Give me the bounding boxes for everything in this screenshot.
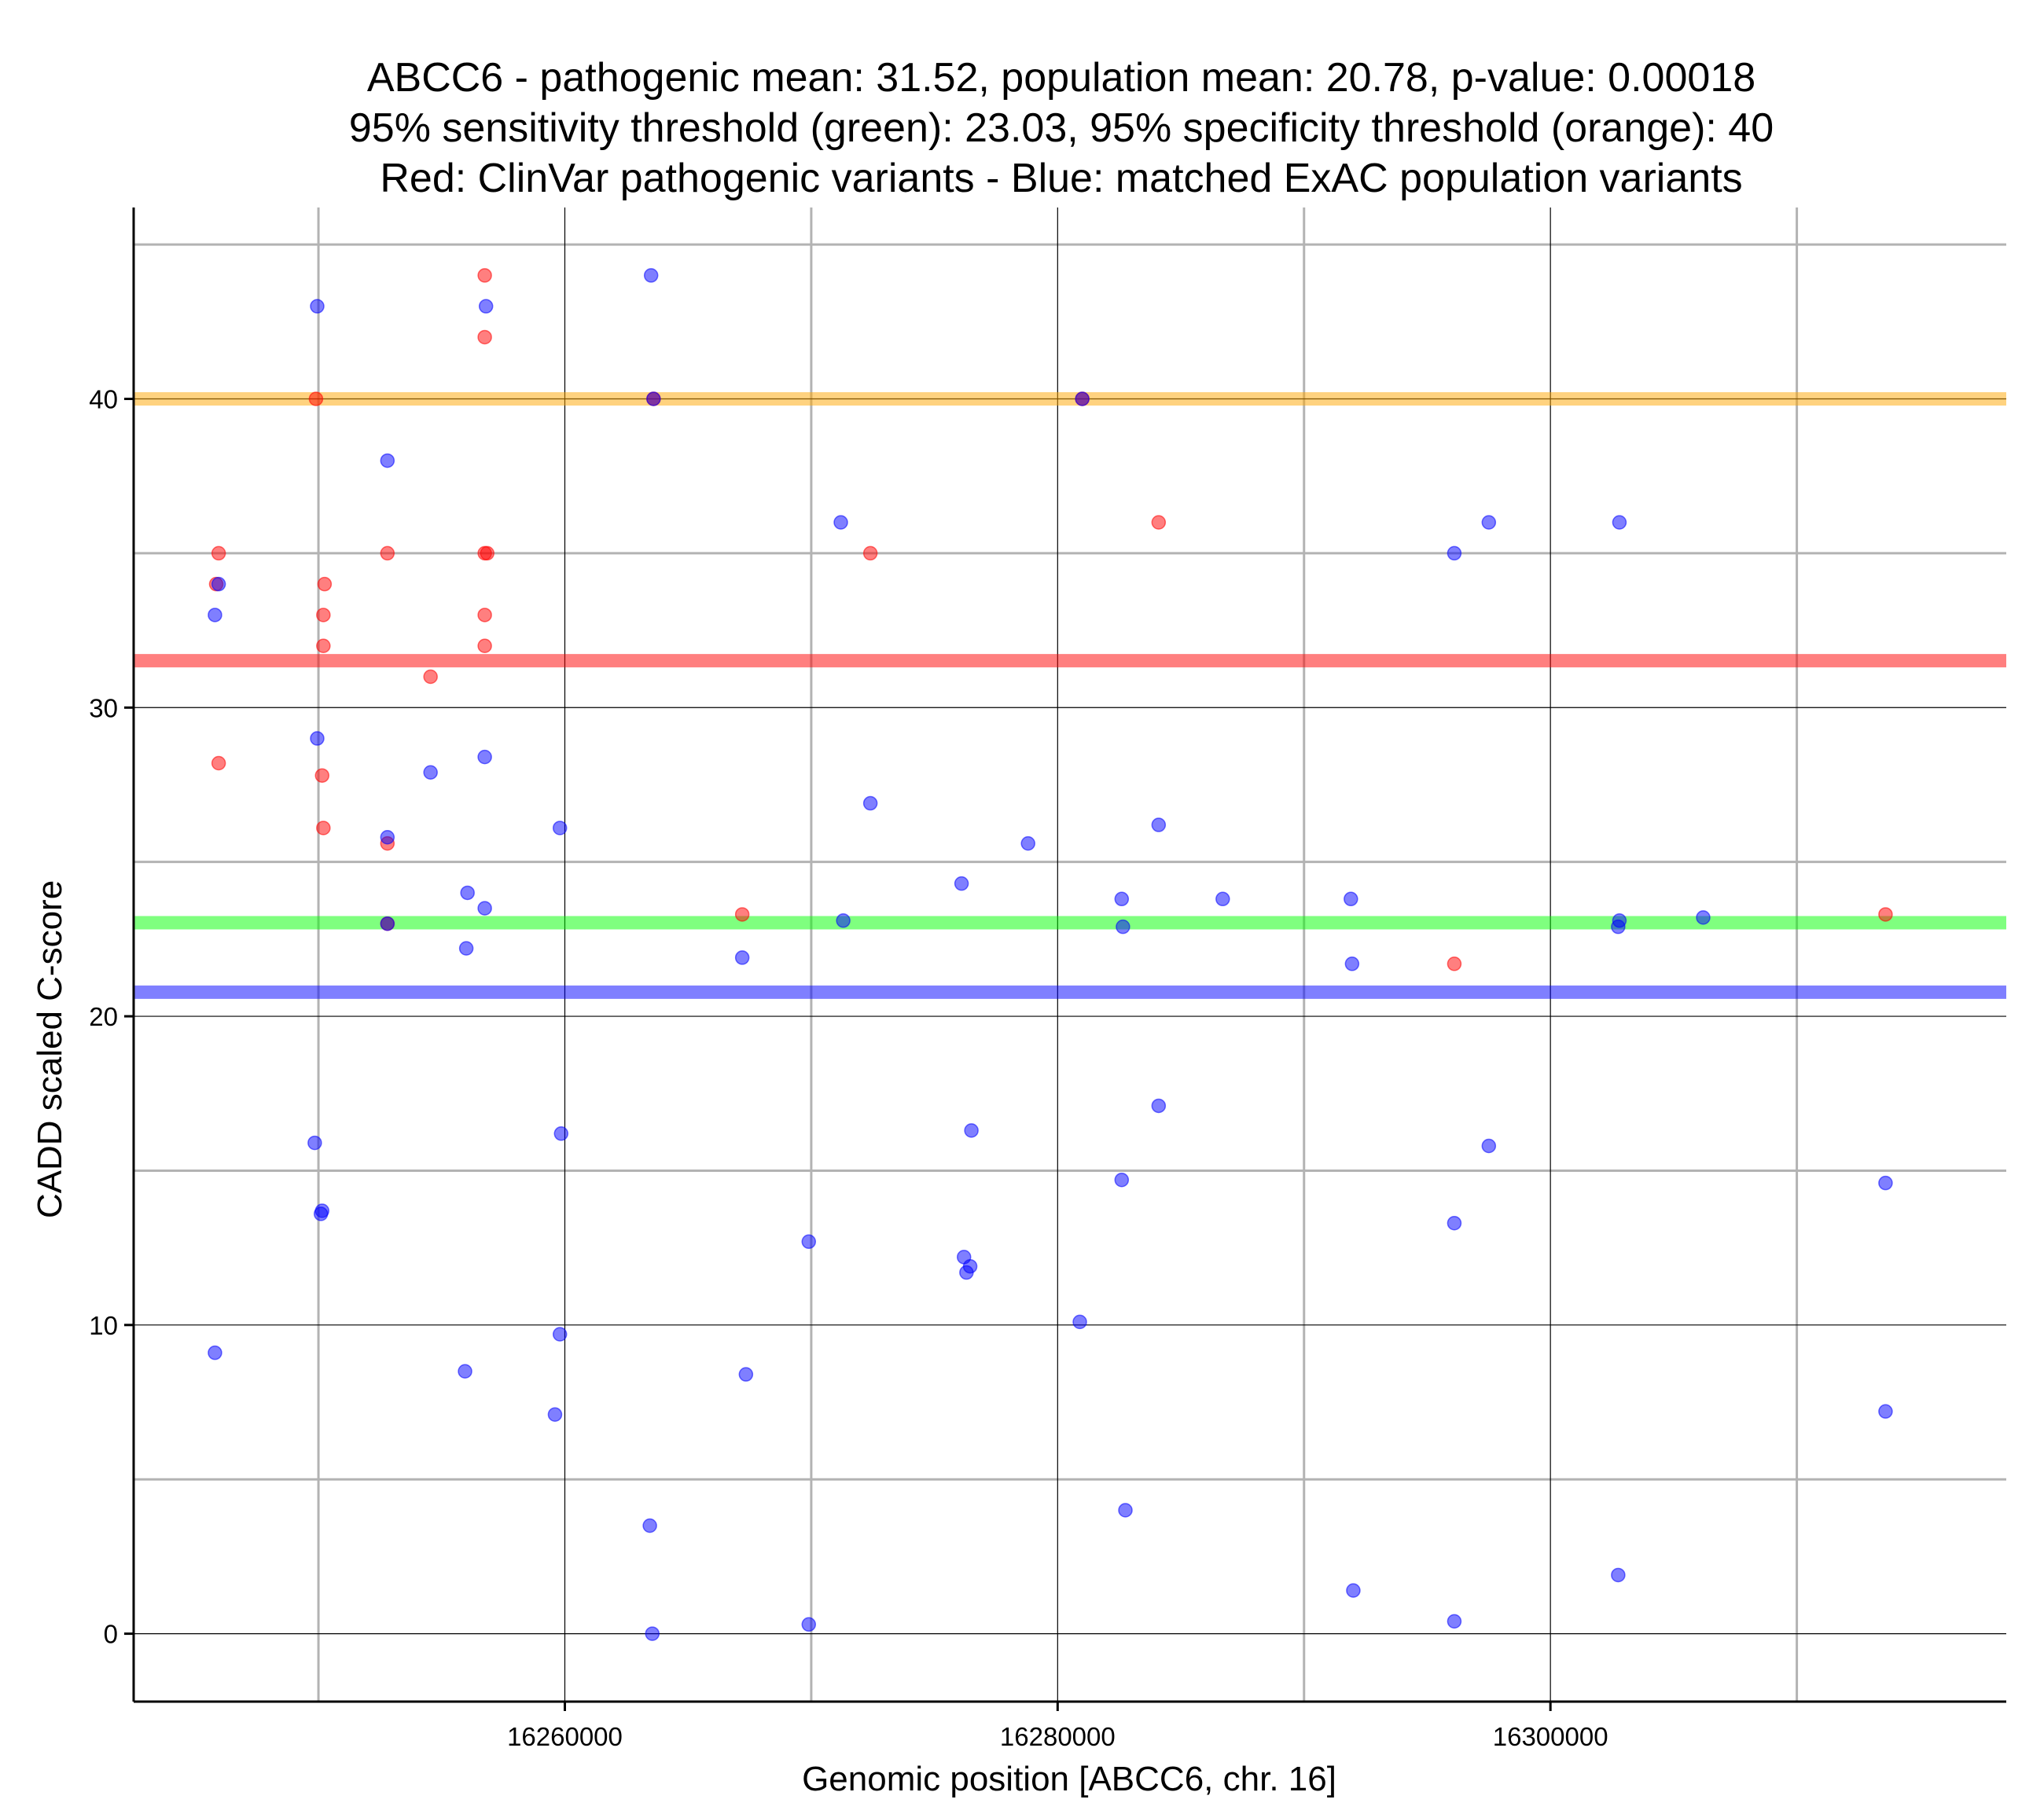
population-point: [862, 795, 878, 811]
y-tick-label: 10: [89, 1311, 118, 1340]
population-point: [380, 453, 395, 468]
population-point: [477, 749, 492, 765]
pathogenic-point: [1447, 957, 1462, 971]
population-point: [307, 1135, 322, 1151]
population-point: [211, 576, 226, 592]
population-point: [1151, 817, 1167, 832]
x-tick-label: 16280000: [1000, 1722, 1116, 1751]
pathogenic-point: [477, 268, 492, 283]
population-point: [734, 950, 750, 965]
population-point: [1878, 1175, 1893, 1191]
population-point: [478, 299, 494, 314]
population-point: [801, 1234, 817, 1250]
y-tick-label: 20: [89, 1002, 118, 1031]
grid-layer: [134, 207, 2006, 1702]
pathogenic-point: [1878, 907, 1893, 922]
x-axis-title: Genomic position [ABCC6, chr. 16]: [802, 1760, 1336, 1798]
population-point: [1072, 1314, 1087, 1330]
y-tick-label: 40: [89, 385, 118, 414]
population-point: [313, 1206, 329, 1221]
y-axis-title: CADD scaled C-score: [31, 880, 69, 1218]
population-point: [1611, 919, 1626, 935]
chart-title-line-2: 95% sensitivity threshold (green): 23.03…: [349, 105, 1774, 151]
population-point: [833, 515, 848, 530]
population-point: [1344, 957, 1360, 971]
x-tick-label: 16260000: [507, 1722, 623, 1751]
population-point: [1116, 919, 1130, 935]
pathogenic-point: [316, 608, 331, 622]
pathogenic-point: [316, 638, 331, 653]
population-point: [1612, 515, 1627, 530]
pathogenic-point: [480, 545, 495, 561]
population-point: [1118, 1503, 1133, 1518]
population-point: [1696, 910, 1711, 925]
population-point: [310, 731, 325, 746]
data-points: [208, 268, 1893, 1641]
population-point: [310, 299, 325, 314]
population-point: [643, 268, 659, 283]
pathogenic-point: [380, 545, 395, 561]
population-point: [1878, 1404, 1893, 1419]
population-point: [836, 913, 851, 928]
population-point: [1481, 1138, 1497, 1154]
y-tick-label: 30: [89, 693, 118, 722]
population-point: [547, 1407, 563, 1422]
population-point: [552, 821, 568, 835]
axes: 0 10 20 30 40 16260000 16280000 16300000: [89, 207, 2006, 1751]
population-point: [1481, 515, 1497, 530]
population-point: [1114, 1172, 1130, 1188]
population-point: [460, 885, 475, 901]
population-point: [801, 1617, 817, 1632]
population-point: [1447, 1215, 1462, 1231]
population-point: [1151, 1098, 1167, 1114]
pathogenic-point: [734, 907, 750, 922]
population-point: [1344, 891, 1358, 907]
population-point: [477, 901, 492, 916]
pathogenic-point: [862, 545, 878, 561]
population-point: [1114, 891, 1130, 907]
pathogenic-point: [477, 638, 492, 653]
pathogenic-point: [316, 821, 331, 835]
population-point: [738, 1367, 754, 1382]
pathogenic-point: [477, 608, 492, 622]
population-point: [208, 608, 222, 622]
chart-title-line-3: Red: ClinVar pathogenic variants - Blue:…: [380, 156, 1742, 201]
pathogenic-point: [211, 755, 226, 771]
pathogenic-point: [308, 391, 324, 406]
population-point: [962, 1258, 978, 1274]
population-point: [208, 1345, 222, 1360]
pathogenic-point: [1151, 515, 1167, 530]
pathogenic-point: [477, 329, 492, 345]
population-point: [458, 1364, 472, 1379]
pathogenic-point: [423, 669, 438, 685]
population-point: [1447, 545, 1462, 561]
population-point: [552, 1327, 568, 1342]
population-point: [964, 1123, 979, 1138]
pathogenic-point: [314, 768, 330, 783]
y-tick-label: 0: [104, 1620, 118, 1649]
population-point: [1447, 1614, 1462, 1629]
population-point: [1075, 391, 1090, 406]
population-point: [380, 916, 395, 931]
pathogenic-point: [317, 576, 333, 592]
population-point: [423, 765, 438, 780]
population-point: [1346, 1583, 1361, 1598]
population-point: [642, 1518, 657, 1533]
population-point: [1020, 835, 1035, 851]
reference-lines: [134, 392, 2006, 999]
population-point: [1611, 1567, 1626, 1583]
pathogenic-point: [211, 545, 226, 561]
population-point: [645, 1626, 660, 1641]
chart-title-line-1: ABCC6 - pathogenic mean: 31.52, populati…: [367, 55, 1755, 101]
population-point: [458, 941, 474, 956]
x-tick-label: 16300000: [1493, 1722, 1608, 1751]
population-point: [646, 391, 661, 406]
population-point: [954, 876, 969, 891]
population-point: [380, 829, 395, 845]
population-point: [553, 1126, 569, 1141]
population-point: [1215, 891, 1230, 907]
